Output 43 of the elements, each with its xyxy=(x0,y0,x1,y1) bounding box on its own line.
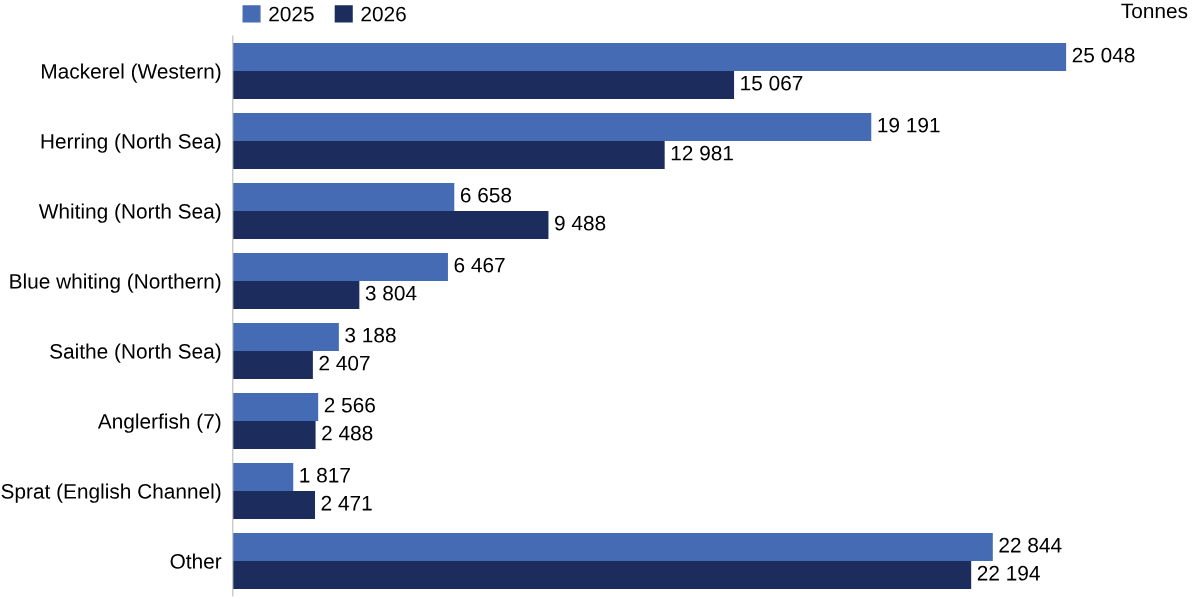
data-label: 15 067 xyxy=(741,75,803,91)
y-tick-label: Blue whiting (Northern) xyxy=(10,273,221,293)
bar xyxy=(232,252,448,281)
y-tick-label: Anglerfish (7) xyxy=(97,413,221,433)
bar xyxy=(232,70,735,99)
y-tick-label: Saithe (North Sea) xyxy=(50,343,221,363)
y-tick-label: Mackerel (Western) xyxy=(42,63,221,83)
bar xyxy=(232,280,360,309)
y-tick-label: Herring (North Sea) xyxy=(41,133,221,153)
data-label: 12 981 xyxy=(671,145,733,161)
bar xyxy=(232,533,993,561)
bar xyxy=(232,392,319,421)
data-label: 19 191 xyxy=(878,117,940,133)
bar xyxy=(232,561,972,589)
legend-label: 2025 xyxy=(269,6,314,22)
data-label: 2 488 xyxy=(322,425,373,441)
bar xyxy=(232,42,1067,71)
data-label: 22 194 xyxy=(977,565,1040,581)
data-label: 25 048 xyxy=(1072,47,1135,63)
bar xyxy=(232,112,872,141)
bar xyxy=(232,322,339,351)
bar xyxy=(232,182,455,211)
data-label: 22 844 xyxy=(999,537,1062,553)
data-label: 9 488 xyxy=(554,215,606,231)
data-label: 6 467 xyxy=(454,257,505,273)
data-label: 1 817 xyxy=(300,467,350,483)
y-tick-label: Whiting (North Sea) xyxy=(38,203,221,223)
bar xyxy=(232,350,313,379)
legend-label: 2026 xyxy=(361,6,406,22)
y-tick-label: Other xyxy=(170,553,222,569)
data-label: 6 658 xyxy=(460,187,512,203)
bar xyxy=(232,210,549,239)
data-label: 3 188 xyxy=(345,327,396,343)
bar xyxy=(232,420,316,449)
text: Tonnes xyxy=(1121,3,1188,19)
data-label: 3 804 xyxy=(365,285,417,301)
bar xyxy=(232,490,316,519)
data-label: 2 566 xyxy=(324,397,375,413)
bar xyxy=(232,462,294,491)
y-tick-label: Sprat (English Channel) xyxy=(1,483,221,503)
bar xyxy=(232,140,665,169)
data-label: 2 407 xyxy=(319,355,370,371)
data-label: 2 471 xyxy=(321,495,372,511)
